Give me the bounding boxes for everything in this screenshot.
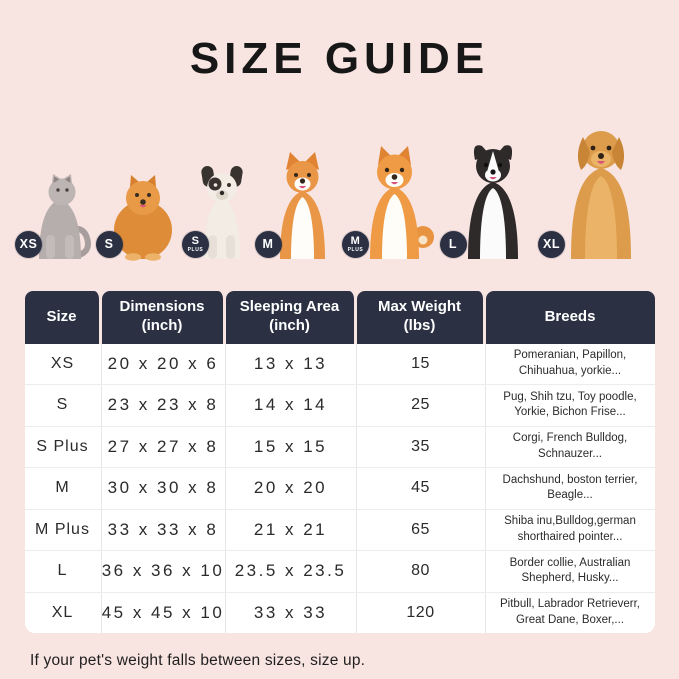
badge-label: S (104, 236, 114, 251)
cell-max-weight: 80 (357, 551, 486, 592)
cell-sleeping-area: 21 x 21 (226, 509, 357, 551)
header-line1: Size (46, 307, 77, 325)
table-row-m-plus: M Plus 33 x 33 x 8 21 x 21 65 Shiba inu,Bull… (24, 509, 655, 552)
cell-size: L (25, 551, 102, 592)
cell-sleeping-area: 33 x 33 (226, 592, 357, 634)
header-line1: Dimensions (119, 298, 205, 316)
header-line2: (inch) (269, 317, 310, 335)
size-badge-xs: XS (15, 230, 42, 258)
cell-size: S Plus (25, 426, 102, 468)
column-header-size: Size (24, 290, 102, 344)
table-header-row: Size Dimensions (inch) Sleeping Area (inch) M… (24, 290, 655, 344)
cell-breeds: Shiba inu,Bulldog,german shorthaired poi… (504, 515, 636, 543)
badge-label: XL (543, 236, 560, 251)
cell-size: M Plus (25, 509, 102, 551)
size-badge-s: S (95, 230, 123, 258)
table-row-s: S 23 x 23 x 8 14 x 14 25 Pug, Shih tzu, Toy … (24, 385, 655, 427)
cell-max-weight: 35 (357, 426, 486, 468)
cell-dimensions: 30 x 30 x 8 (102, 468, 226, 509)
animal-row: XS S S PLUS M M PLUS L XL (15, 111, 653, 261)
cell-max-weight: 65 (357, 509, 486, 551)
cell-dimensions: 45 x 45 x 10 (102, 592, 226, 634)
page-title: SIZE GUIDE (189, 34, 490, 83)
animal-pomeranian: S (95, 173, 179, 261)
cell-breeds: Dachshund, boston terrier, Beagle... (502, 473, 638, 502)
cell-dimensions: 27 x 27 x 8 (102, 426, 226, 468)
cell-sleeping-area: 20 x 20 (226, 468, 357, 509)
size-badge-m-plus: M PLUS (342, 230, 369, 258)
table-row-xl: XL 45 x 45 x 10 33 x 33 120 Pitbull, Labrado… (25, 592, 655, 634)
table-row-s-plus: S Plus 27 x 27 x 8 15 x 15 35 Corgi, French … (24, 426, 655, 469)
badge-sublabel: PLUS (187, 247, 204, 254)
size-badge-l: L (439, 230, 467, 258)
animal-golden-retriever: XL (538, 124, 653, 261)
cell-sleeping-area: 23.5 x 23.5 (226, 551, 357, 592)
pomeranian-illustration (107, 173, 179, 261)
animal-corgi: M (254, 151, 339, 261)
column-header-dimensions: Dimensions (inch) (101, 290, 226, 344)
table-row-l: L 36 x 36 x 10 23.5 x 23.5 80 Border collie,… (24, 551, 655, 593)
cell-breeds: Border collie, Australian Shepherd, Husk… (509, 556, 631, 585)
shiba-inu-illustration (353, 144, 436, 261)
size-badge-m: M (254, 230, 282, 258)
sizing-note: If your pet's weight falls between sizes… (30, 652, 366, 670)
cell-dimensions: 20 x 20 x 6 (102, 343, 226, 385)
cell-dimensions: 36 x 36 x 10 (102, 551, 226, 592)
badge-label: L (448, 236, 458, 251)
animal-cat: XS (15, 173, 92, 261)
table-body: XS 20 x 20 x 6 13 x 13 15 Pomeranian, Papill… (24, 343, 655, 634)
cell-sleeping-area: 13 x 13 (226, 343, 357, 385)
animal-shiba-inu: M PLUS (342, 144, 436, 261)
size-table: Size Dimensions (inch) Sleeping Area (inch) M… (24, 290, 655, 634)
golden-retriever-illustration (549, 124, 653, 261)
header-line1: Sleeping Area (239, 298, 340, 316)
column-header-breeds: Breeds (485, 290, 655, 344)
cell-breeds: Corgi, French Bulldog, Schnauzer... (512, 432, 628, 460)
badge-label: M (262, 236, 274, 251)
cell-sleeping-area: 15 x 15 (226, 426, 357, 468)
border-collie-illustration (451, 140, 535, 261)
cell-breeds: Pitbull, Labrador Retrieverr, Great Dane… (500, 598, 640, 626)
cell-breeds: Pug, Shih tzu, Toy poodle, Yorkie, Bicho… (503, 390, 637, 419)
badge-label: M (350, 234, 361, 247)
table-row-xs: XS 20 x 20 x 6 13 x 13 15 Pomeranian, Papill… (24, 343, 655, 386)
cell-breeds: Pomeranian, Papillon, Chihuahua, yorkie.… (513, 349, 627, 377)
badge-label: S (191, 234, 200, 247)
cell-max-weight: 45 (357, 468, 486, 509)
header-line1: Breeds (544, 307, 596, 325)
cat-illustration (26, 173, 92, 261)
french-bulldog-illustration (193, 165, 251, 261)
badge-sublabel: PLUS (347, 247, 364, 254)
table-row-m: M 30 x 30 x 8 20 x 20 45 Dachshund, boston t… (24, 468, 655, 510)
badge-label: XS (19, 236, 38, 251)
header-line1: Max Weight (377, 298, 462, 316)
cell-sleeping-area: 14 x 14 (226, 385, 357, 426)
header-line2: (inch) (141, 317, 183, 335)
column-header-max-weight: Max Weight (lbs) (356, 290, 486, 344)
size-badge-s-plus: S PLUS (182, 230, 209, 258)
corgi-illustration (266, 151, 339, 261)
animal-border-collie: L (439, 140, 535, 261)
cell-max-weight: 25 (357, 385, 486, 426)
column-header-sleeping-area: Sleeping Area (inch) (225, 290, 357, 344)
cell-size: XL (25, 592, 102, 634)
animal-french-bulldog: S PLUS (182, 165, 251, 261)
cell-size: S (25, 385, 102, 426)
header-line2: (lbs) (403, 317, 436, 335)
cell-max-weight: 120 (357, 592, 486, 634)
cell-size: XS (25, 343, 102, 385)
cell-size: M (25, 468, 102, 509)
cell-dimensions: 23 x 23 x 8 (102, 385, 226, 426)
cell-dimensions: 33 x 33 x 8 (102, 509, 226, 551)
size-badge-xl: XL (538, 230, 565, 258)
cell-max-weight: 15 (357, 343, 486, 385)
